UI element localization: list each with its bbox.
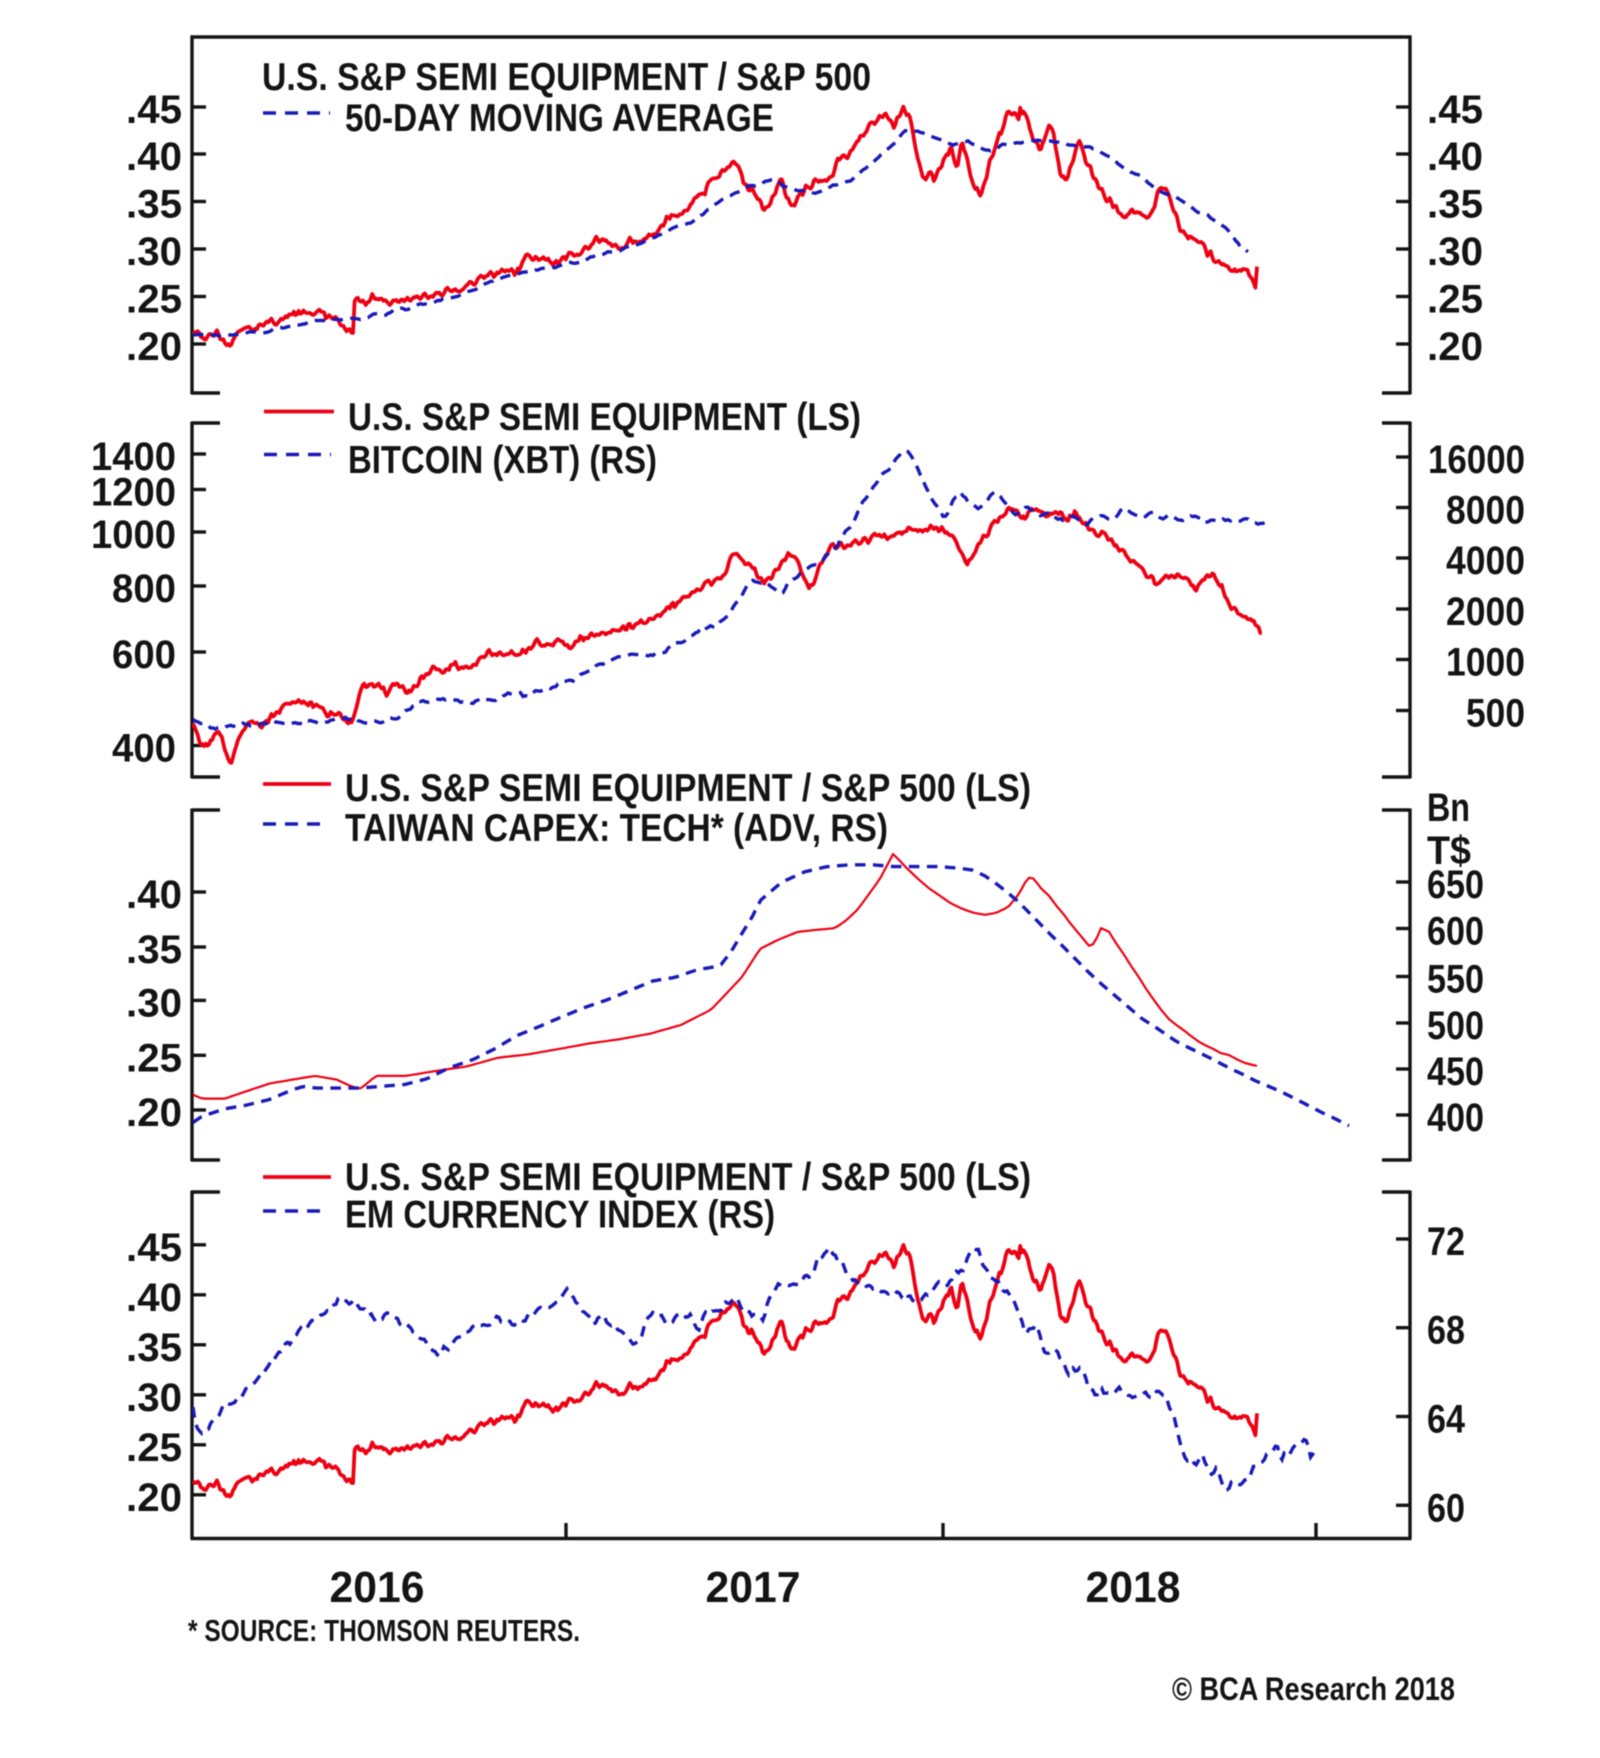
svg-text:.25: .25 (1427, 278, 1483, 322)
svg-text:* SOURCE: THOMSON REUTERS.: * SOURCE: THOMSON REUTERS. (188, 1614, 580, 1648)
svg-text:2000: 2000 (1446, 590, 1525, 634)
svg-text:U.S. S&P SEMI EQUIPMENT / S&P: U.S. S&P SEMI EQUIPMENT / S&P 500 (LS) (345, 1156, 1031, 1199)
svg-text:60: 60 (1427, 1486, 1465, 1530)
svg-text:Bn: Bn (1427, 786, 1470, 830)
svg-text:8000: 8000 (1446, 489, 1525, 533)
svg-text:2017: 2017 (706, 1564, 801, 1612)
svg-text:.45: .45 (126, 1226, 182, 1270)
svg-text:EM CURRENCY INDEX (RS): EM CURRENCY INDEX (RS) (345, 1194, 775, 1237)
svg-text:© BCA Research 2018: © BCA Research 2018 (1172, 1671, 1455, 1707)
svg-text:.20: .20 (126, 325, 182, 369)
svg-text:1400: 1400 (91, 435, 176, 479)
svg-text:U.S. S&P SEMI EQUIPMENT / S&P: U.S. S&P SEMI EQUIPMENT / S&P 500 (262, 56, 871, 99)
svg-text:50-DAY MOVING AVERAGE: 50-DAY MOVING AVERAGE (345, 97, 774, 140)
svg-text:.35: .35 (126, 183, 182, 227)
svg-text:U.S. S&P SEMI EQUIPMENT (LS): U.S. S&P SEMI EQUIPMENT (LS) (348, 396, 861, 439)
svg-text:600: 600 (1427, 910, 1484, 954)
svg-text:600: 600 (112, 633, 176, 677)
svg-text:.35: .35 (1427, 183, 1483, 227)
svg-text:500: 500 (1427, 1004, 1484, 1048)
svg-text:.20: .20 (126, 1091, 182, 1135)
svg-text:400: 400 (112, 727, 176, 771)
svg-text:650: 650 (1427, 863, 1484, 907)
svg-text:550: 550 (1427, 958, 1484, 1002)
svg-text:.30: .30 (126, 1376, 182, 1420)
svg-text:TAIWAN CAPEX: TECH* (ADV, RS): TAIWAN CAPEX: TECH* (ADV, RS) (345, 807, 888, 850)
svg-text:72: 72 (1427, 1220, 1465, 1264)
svg-text:800: 800 (112, 567, 176, 611)
svg-text:.30: .30 (126, 981, 182, 1025)
svg-text:.40: .40 (126, 873, 182, 917)
svg-text:.40: .40 (1427, 135, 1483, 179)
svg-text:1000: 1000 (91, 513, 176, 557)
svg-text:BITCOIN (XBT) (RS): BITCOIN (XBT) (RS) (348, 439, 657, 482)
svg-text:2018: 2018 (1086, 1564, 1181, 1612)
svg-text:.45: .45 (1427, 88, 1483, 132)
svg-text:.20: .20 (1427, 325, 1483, 369)
svg-text:.20: .20 (126, 1476, 182, 1520)
svg-text:450: 450 (1427, 1050, 1484, 1094)
svg-text:68: 68 (1427, 1309, 1465, 1353)
svg-text:1200: 1200 (91, 471, 176, 515)
svg-text:.45: .45 (126, 88, 182, 132)
svg-text:.40: .40 (126, 1276, 182, 1320)
svg-text:T$: T$ (1427, 829, 1471, 873)
svg-text:.25: .25 (126, 278, 182, 322)
svg-text:.30: .30 (126, 230, 182, 274)
svg-text:.40: .40 (126, 135, 182, 179)
svg-text:.25: .25 (126, 1036, 182, 1080)
svg-text:.35: .35 (126, 1326, 182, 1370)
svg-text:.35: .35 (126, 928, 182, 972)
svg-text:4000: 4000 (1446, 539, 1525, 583)
svg-text:64: 64 (1427, 1398, 1465, 1442)
svg-text:1000: 1000 (1446, 641, 1525, 685)
svg-text:16000: 16000 (1428, 438, 1525, 482)
svg-text:.25: .25 (126, 1426, 182, 1470)
svg-text:2016: 2016 (330, 1564, 425, 1612)
svg-text:500: 500 (1466, 692, 1525, 736)
svg-text:400: 400 (1427, 1096, 1484, 1140)
svg-text:.30: .30 (1427, 230, 1483, 274)
svg-text:U.S. S&P SEMI EQUIPMENT / S&P: U.S. S&P SEMI EQUIPMENT / S&P 500 (LS) (345, 767, 1031, 810)
